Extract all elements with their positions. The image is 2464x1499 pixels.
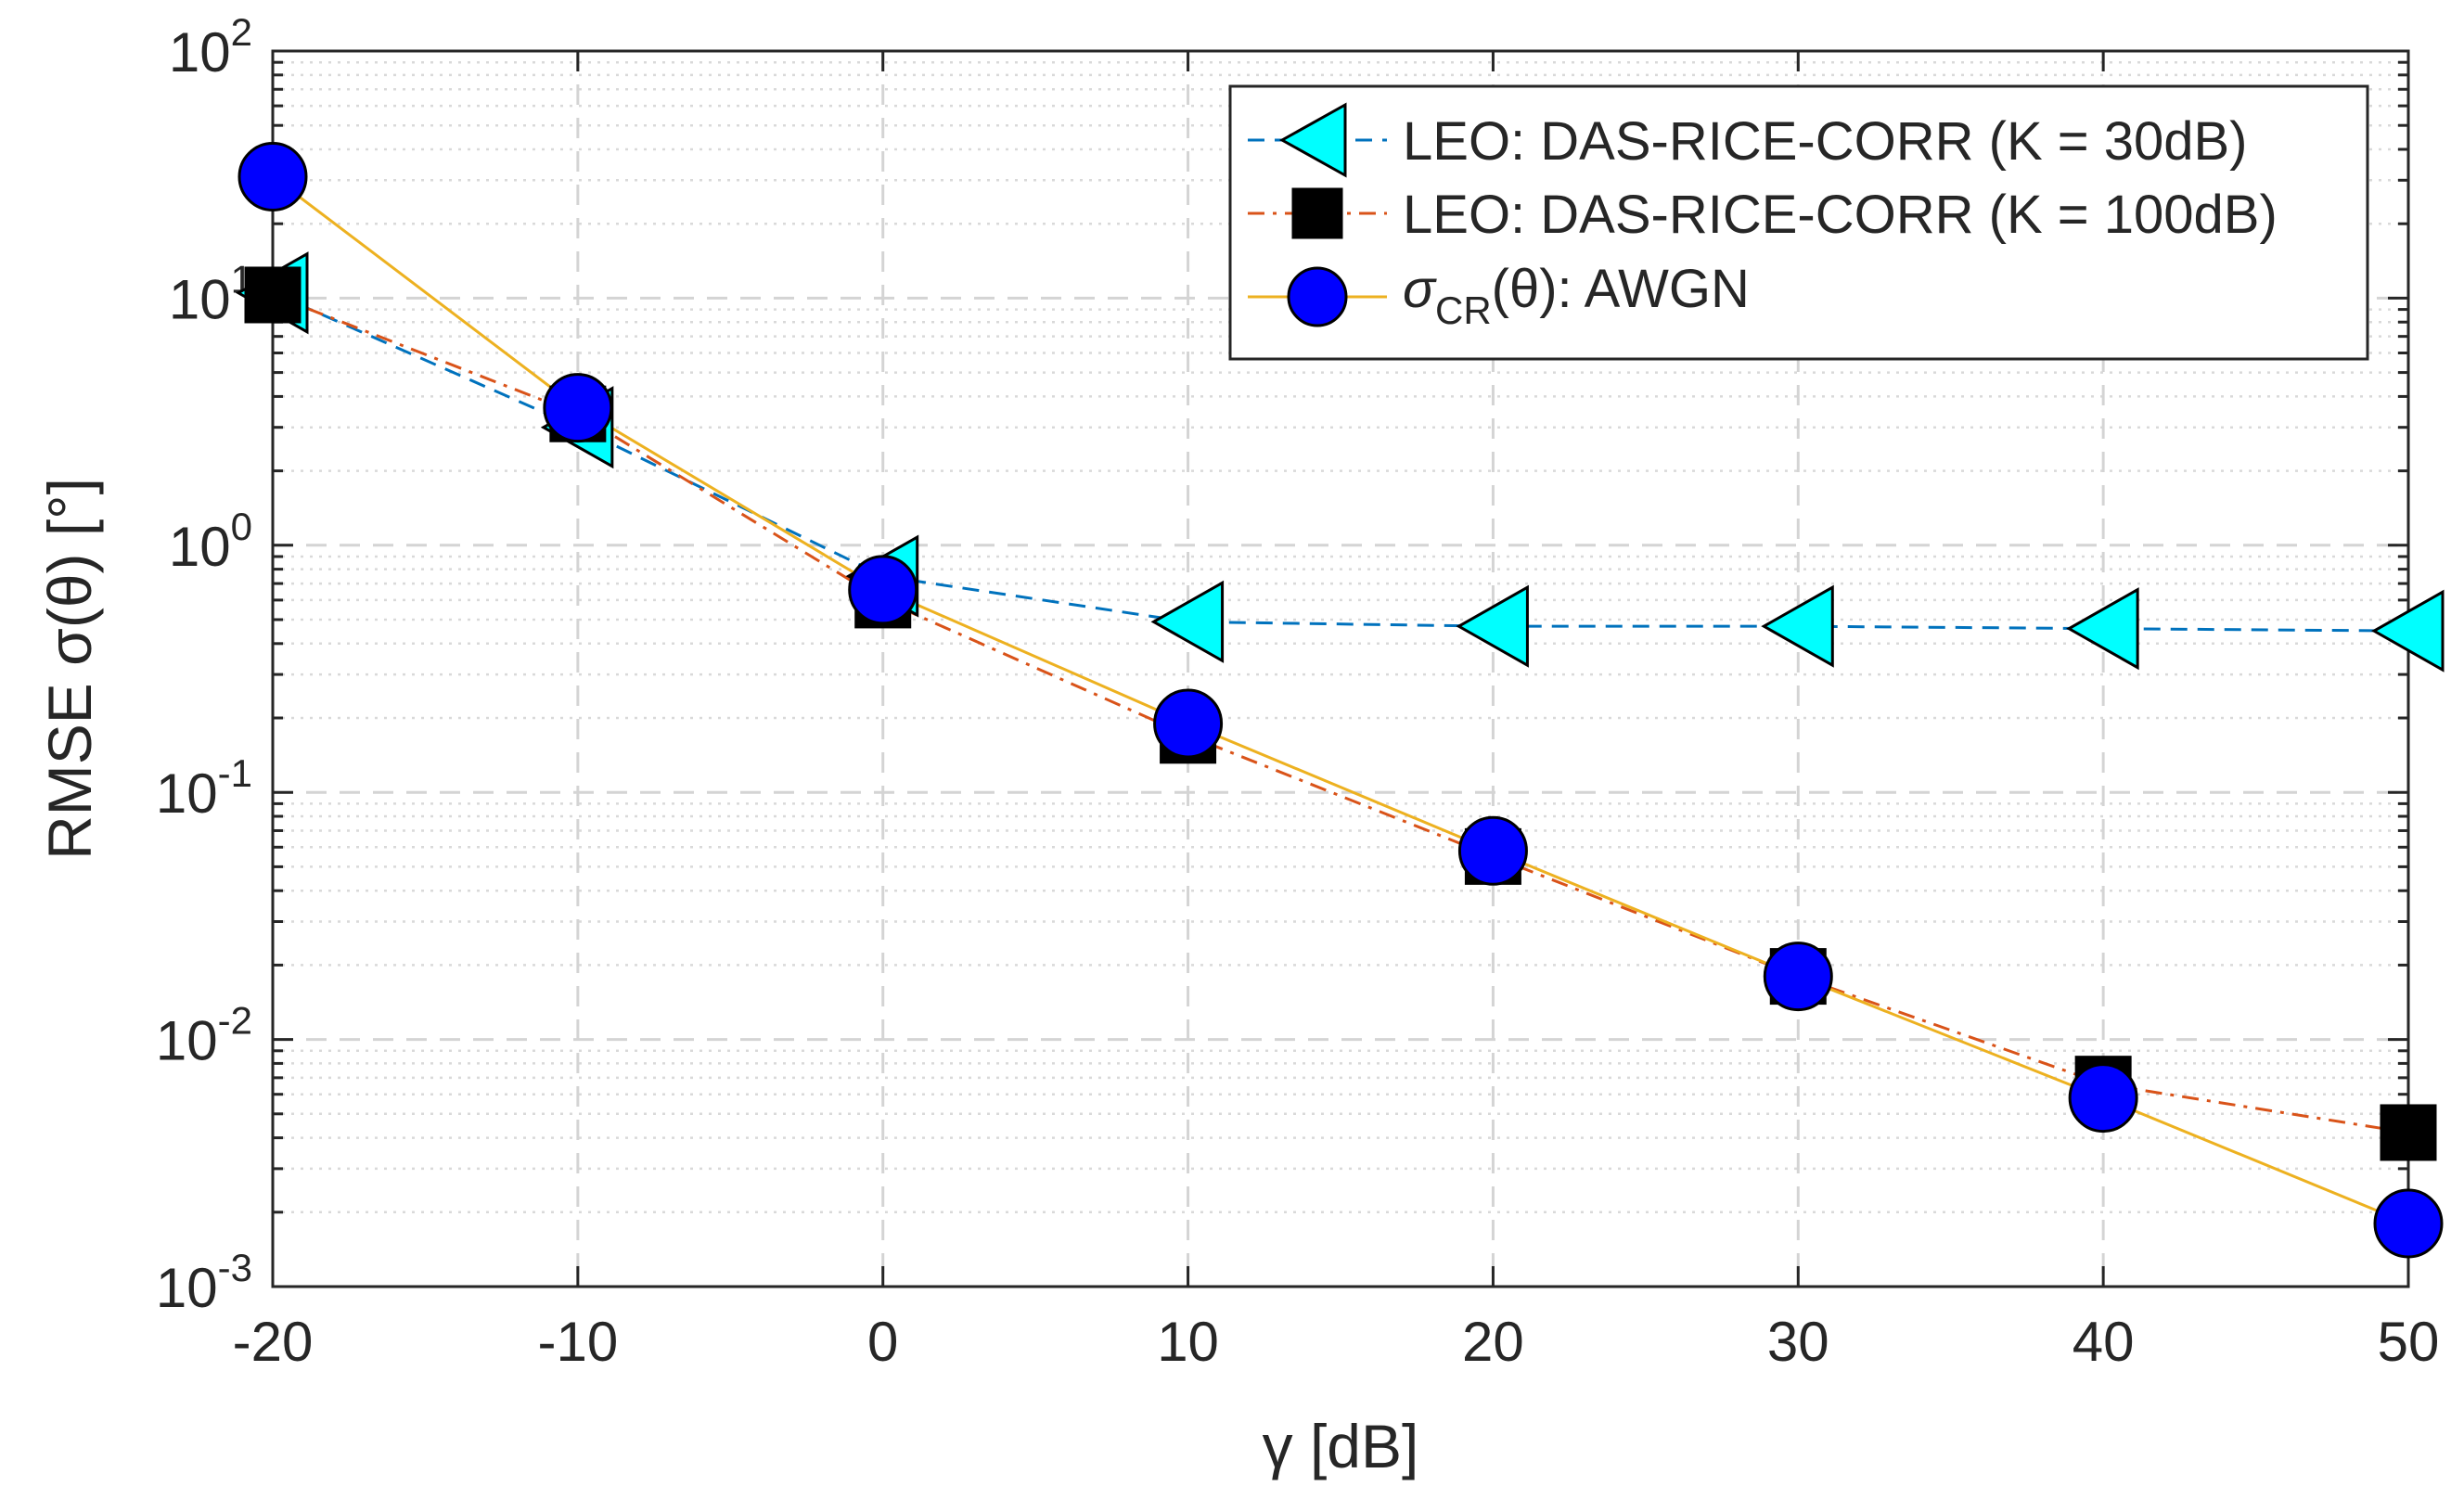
series-2-point	[1457, 815, 1528, 886]
y-tick-label-exponent: 0	[231, 505, 252, 548]
series-line-0	[272, 291, 2409, 633]
legend-label-awgn-sigma: σ	[1403, 259, 1437, 319]
x-tick-label: 50	[2378, 1311, 2440, 1373]
series-2-point	[848, 555, 918, 625]
series-2-point	[2068, 1063, 2138, 1134]
y-tick-label-base: 10	[169, 268, 231, 330]
legend-label-awgn-sub: CR	[1435, 288, 1492, 332]
y-tick-label-exponent: -2	[218, 999, 252, 1043]
series-line-1	[272, 293, 2409, 1134]
legend-box	[1228, 84, 2369, 361]
series-lines	[272, 175, 2409, 1225]
series-2-point	[2373, 1188, 2444, 1259]
y-tick-label: 10-1	[156, 751, 252, 825]
y-tick-label-base: 10	[169, 21, 231, 83]
series-0-point	[2370, 589, 2445, 673]
x-tick-label: 0	[867, 1311, 898, 1373]
x-tick-label: 10	[1157, 1311, 1219, 1373]
series-0-point	[1150, 580, 1225, 663]
series-markers	[235, 142, 2445, 1259]
legend: LEO: DAS-RICE-CORR (K = 30dB) LEO: DAS-R…	[1228, 84, 2369, 361]
y-tick-label: 10-3	[156, 1246, 252, 1319]
x-tick-label: -20	[233, 1311, 314, 1373]
y-tick-label-exponent: -3	[218, 1246, 252, 1289]
x-axis-title: γ [dB]	[1263, 1412, 1419, 1480]
legend-marker-k30	[1278, 102, 1347, 178]
axis-ticks	[271, 49, 2410, 1288]
x-tick-label: -10	[537, 1311, 618, 1373]
y-axis-title: RMSE σ(θ) [°]	[35, 478, 104, 860]
x-tick-label: 30	[1767, 1311, 1829, 1373]
series-2-point	[543, 373, 613, 443]
legend-label-k100: LEO: DAS-RICE-CORR (K = 100dB)	[1403, 185, 2278, 245]
y-tick-label-base: 10	[156, 1257, 218, 1319]
series-line-2	[272, 175, 2409, 1225]
series-2-point	[1153, 688, 1224, 759]
y-tick-label-base: 10	[156, 1010, 218, 1072]
x-tick-labels: -20 -10 0 10 20 30 40 50	[233, 1311, 2440, 1373]
y-tick-label-base: 10	[156, 762, 218, 825]
legend-label-k30: LEO: DAS-RICE-CORR (K = 30dB)	[1403, 111, 2248, 172]
legend-label-awgn: σCR(θ): AWGN	[1403, 259, 1750, 332]
series-1-point	[2380, 1104, 2437, 1161]
y-tick-label-base: 10	[169, 516, 231, 578]
series-2-point	[237, 142, 308, 212]
y-tick-label-exponent: -1	[218, 751, 252, 795]
series-1-point	[244, 266, 302, 324]
x-tick-label: 20	[1462, 1311, 1524, 1373]
y-tick-label-exponent: 2	[231, 10, 252, 54]
axes-box	[271, 49, 2410, 1288]
legend-label-awgn-rest: (θ): AWGN	[1492, 259, 1750, 319]
y-tick-label: 10-2	[156, 999, 252, 1072]
y-tick-label: 102	[169, 10, 252, 83]
series-0-point	[2066, 587, 2139, 671]
series-0-point	[1761, 584, 1834, 668]
series-0-point	[1456, 584, 1529, 668]
series-2-point	[1763, 942, 1833, 1012]
x-tick-label: 40	[2073, 1311, 2135, 1373]
legend-marker-awgn	[1287, 266, 1348, 327]
legend-marker-k100	[1291, 187, 1343, 239]
y-tick-label: 100	[169, 505, 252, 578]
